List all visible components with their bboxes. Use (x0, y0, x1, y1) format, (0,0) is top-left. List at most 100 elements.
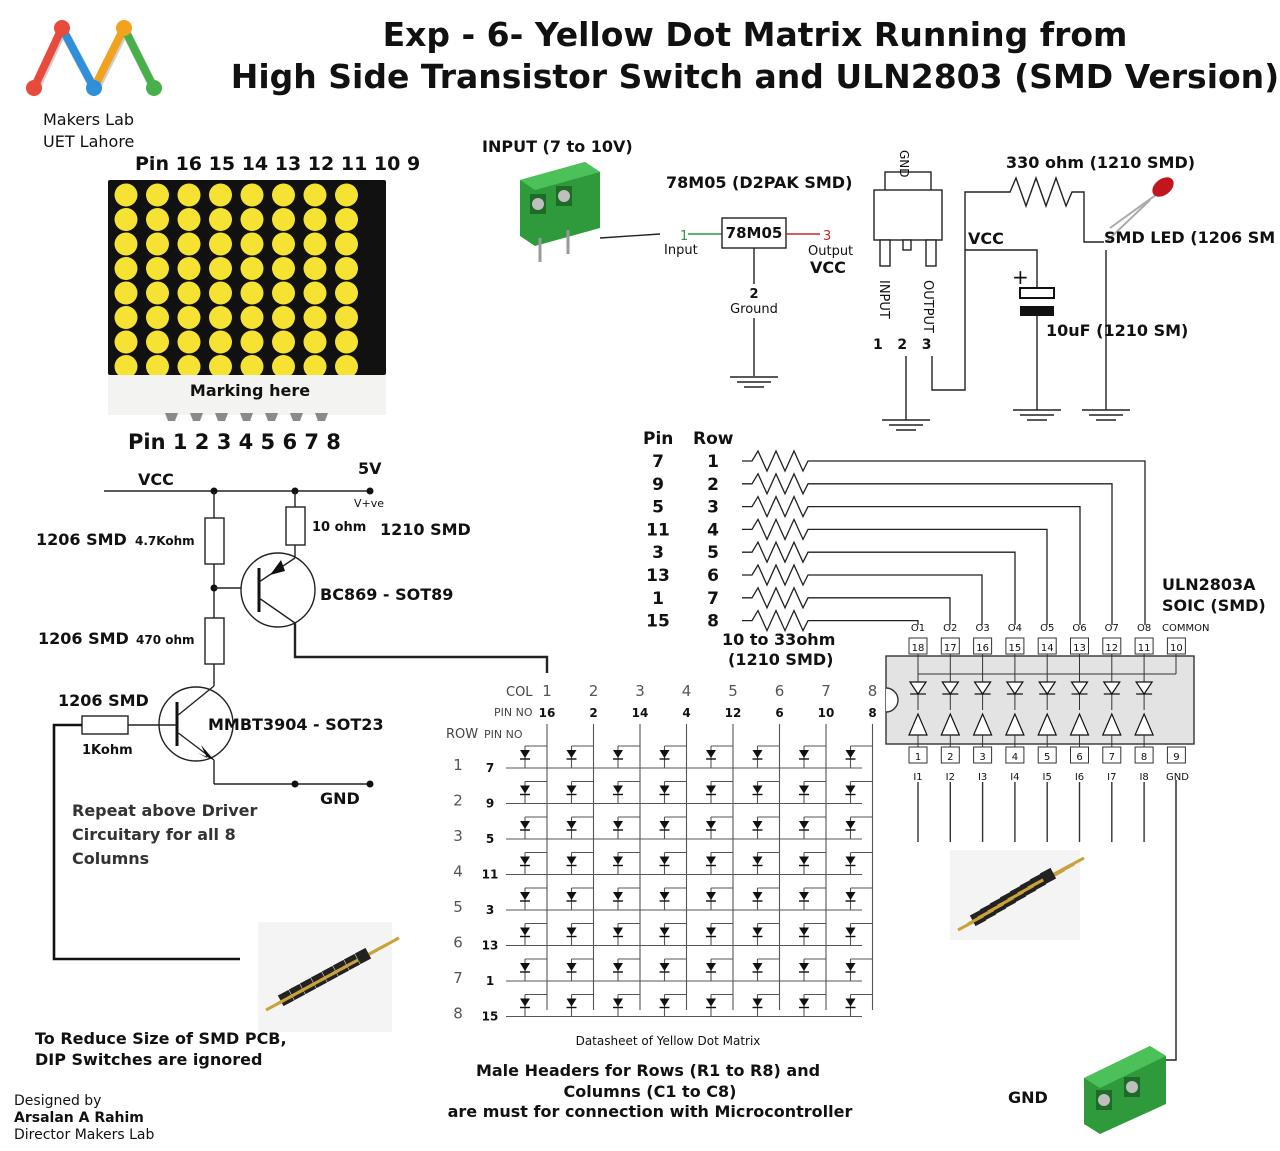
uln-output-label: O4 (1008, 623, 1022, 634)
title-line-1: Exp - 6- Yellow Dot Matrix Running from (383, 15, 1128, 54)
dot-matrix-leds (114, 183, 358, 378)
uln-input-label: I2 (946, 772, 955, 783)
matrix-bottom-pins: Pin 1 2 3 4 5 6 7 8 (128, 430, 341, 454)
led-dot (335, 208, 358, 231)
matrix-col-number: 1 (542, 682, 552, 700)
led-dot (146, 183, 169, 207)
led-dot (303, 208, 327, 231)
matrix-led-diode (520, 998, 530, 1007)
matrix-row-number: 5 (453, 898, 463, 916)
r3-package: 1210 SMD (380, 520, 471, 539)
led-dot (146, 257, 169, 280)
matrix-row-pin: 13 (482, 939, 499, 953)
led-dot (240, 281, 264, 305)
r1-label: 1206 SMD (36, 530, 127, 549)
led-matrix-schematic: 1 16 2 2 3 14 4 4 5 12 6 6 7 10 8 8 1 7 2 9 3 5 4 11 5 3 6 13 7 1 8 15 (453, 682, 877, 1024)
row-res-pin-header: Pin (643, 429, 673, 449)
led-dot (272, 330, 295, 354)
matrix-led-diode (752, 963, 763, 971)
led-dot (177, 306, 201, 329)
headers-note-line-3: are must for connection with Microcontro… (448, 1102, 853, 1121)
r2-value: 470 ohm (136, 633, 195, 647)
matrix-led-diode (659, 750, 670, 758)
matrix-led-diode (520, 856, 530, 865)
led-dot (146, 306, 169, 329)
matrix-led-diode (706, 998, 716, 1007)
row-res-row: 6 (707, 566, 719, 586)
uln-top-pin-number: 15 (1009, 643, 1022, 654)
led-dot (335, 306, 358, 329)
uln-top-pin-number: 16 (976, 643, 989, 654)
matrix-row-pin: 11 (482, 868, 499, 882)
driver-gnd-label: GND (320, 789, 360, 808)
row-res-row: 1 (707, 452, 719, 472)
matrix-row-number: 7 (453, 969, 463, 987)
led-dot (177, 208, 201, 231)
uln-top-pin-number: 10 (1170, 643, 1183, 654)
led-label: SMD LED (1206 SM (1104, 228, 1275, 247)
row-resistor (742, 540, 1016, 625)
led-dot (272, 208, 295, 231)
matrix-led-diode (566, 821, 577, 829)
led-dot (240, 183, 264, 207)
row-resistor (742, 517, 1048, 625)
driver-5v-label: 5V (358, 459, 382, 478)
led-dot (114, 355, 138, 378)
r4-value: 1Kohm (82, 743, 133, 758)
led-dot (146, 355, 169, 378)
driver-vplus-label: V+ve (354, 497, 384, 510)
row-res-pin: 5 (652, 498, 664, 518)
led-dot (146, 208, 169, 231)
matrix-led-diode (659, 927, 670, 936)
matrix-col-pin: 16 (539, 706, 556, 720)
matrix-led-diode (706, 963, 716, 971)
ground-symbol (1013, 409, 1061, 421)
matrix-led-diode (659, 892, 670, 900)
uln-clamp-diode (941, 681, 960, 696)
r3-value: 10 ohm (312, 520, 366, 535)
npn-label: MMBT3904 - SOT23 (208, 715, 384, 734)
uln-top-pin-number: 17 (944, 643, 957, 654)
row-res-row: 7 (707, 589, 719, 609)
led-dot (209, 330, 232, 354)
matrix-row-pin: 1 (486, 974, 494, 988)
input-terminal-block (520, 162, 600, 262)
matrix-led-diode (799, 892, 809, 900)
led-dot (209, 355, 232, 378)
header-pin (1027, 856, 1085, 890)
matrix-col-pin: 2 (589, 706, 597, 720)
led-dot (335, 281, 358, 305)
matrix-led-diode (613, 892, 623, 900)
row-resistor (742, 472, 1113, 625)
led-dot (114, 183, 138, 207)
matrix-led-diode (659, 963, 670, 971)
row-res-pin: 7 (652, 452, 664, 472)
matrix-led-diode (845, 785, 856, 794)
matrix-col-number: 6 (775, 682, 785, 700)
led-dot (209, 257, 232, 280)
matrix-col-number: 8 (868, 682, 878, 700)
matrix-led-diode (706, 892, 716, 900)
matrix-col-pin: 6 (775, 706, 783, 720)
led-dot (114, 208, 138, 231)
matrix-led-diode (659, 785, 670, 794)
matrix-row-pin: 15 (482, 1010, 499, 1024)
reg-pin3-name: Output (808, 244, 853, 259)
led-dot (303, 306, 327, 329)
uln-input-label: I3 (978, 772, 987, 783)
uln-bottom-pin-number: 2 (947, 752, 953, 763)
uln-bottom-pin-number: 1 (915, 752, 921, 763)
uln-input-label: I4 (1010, 772, 1019, 783)
led-dot (303, 355, 327, 378)
matrix-row-pin: 3 (486, 903, 494, 917)
header-pin (342, 936, 400, 970)
uln-bottom-pin-number: 5 (1044, 752, 1050, 763)
matrix-marking-label: Marking here (190, 381, 310, 400)
pkg-gnd-label: GND (897, 150, 911, 178)
credits-line-1: Designed by (14, 1093, 101, 1109)
uln-output-label: O6 (1072, 623, 1086, 634)
led-dot (303, 232, 327, 256)
r1-value: 4.7Kohm (135, 534, 195, 548)
driver-note-line-1: Repeat above Driver (72, 801, 258, 820)
led-resistor-label: 330 ohm (1210 SMD) (1006, 153, 1195, 172)
